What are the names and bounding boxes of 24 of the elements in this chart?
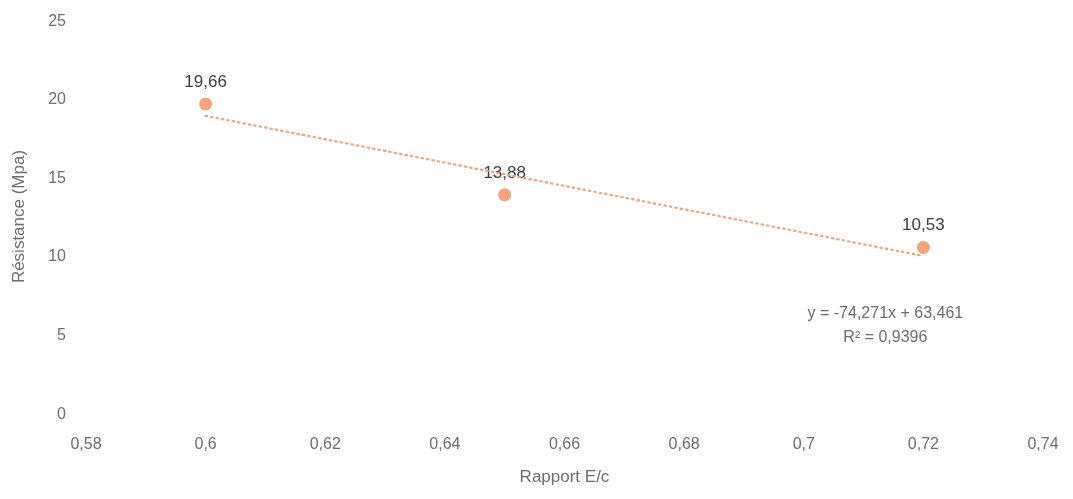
y-axis-title: Résistance (Mpa) [9, 149, 28, 284]
x-tick-label: 0,6 [194, 435, 217, 452]
x-tick-label: 0,68 [668, 435, 700, 452]
x-tick-label: 0,74 [1027, 435, 1059, 452]
point [498, 188, 512, 202]
point [916, 240, 930, 254]
y-tick-label: 5 [57, 326, 67, 343]
x-tick-label: 0,72 [907, 435, 940, 452]
point [199, 97, 213, 111]
x-axis-title: Rapport E/c [519, 467, 610, 486]
annotation: R² = 0,9396 [843, 327, 928, 345]
y-tick-label: 0 [57, 404, 67, 422]
annotation: y = -74,271x + 63,461 [807, 303, 964, 321]
y-tick-label: 25 [48, 11, 67, 29]
data-label: 10,53 [902, 215, 945, 235]
x-tick-label: 0,62 [309, 435, 341, 452]
x-tick-label: 0,66 [548, 435, 581, 452]
x-tick-label: 0,58 [70, 435, 102, 452]
y-tick-label: 15 [48, 168, 67, 186]
y-tick-label: 10 [48, 247, 67, 265]
x-tick-label: 0,64 [429, 435, 461, 452]
x-tick-label: 0,7 [792, 435, 815, 452]
y-tick-label: 20 [48, 90, 67, 108]
data-label: 19,66 [184, 71, 227, 91]
